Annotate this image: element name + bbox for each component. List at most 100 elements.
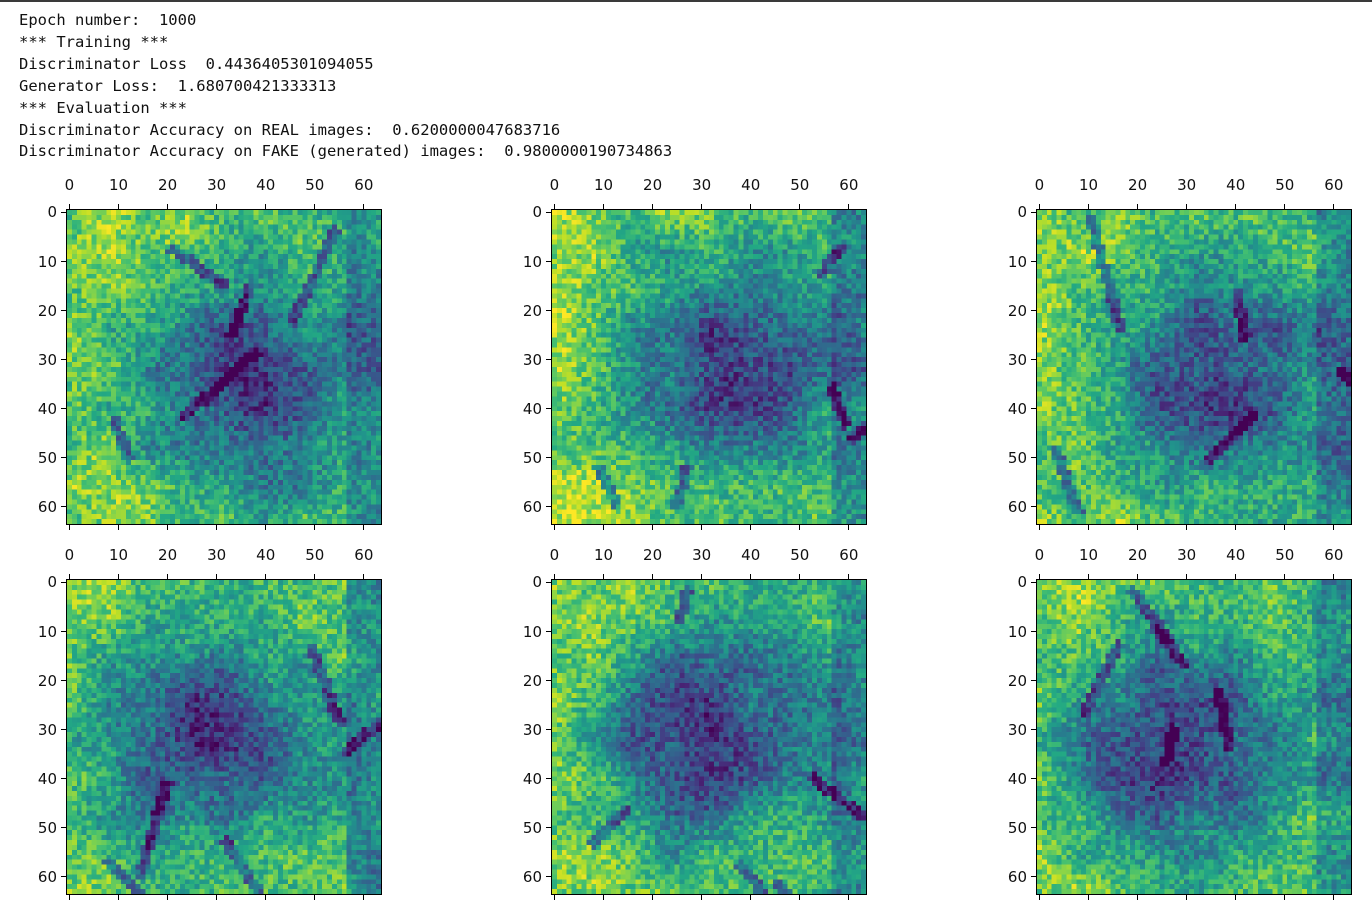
x-tick-mark-bottom — [799, 895, 801, 900]
x-tick-label: 50 — [790, 176, 810, 194]
y-tick-mark — [1031, 680, 1036, 682]
y-tick-label: 20 — [1007, 671, 1027, 690]
y-tick-label: 30 — [37, 720, 57, 739]
y-tick-mark — [546, 729, 551, 731]
x-tick-mark — [167, 204, 169, 209]
y-tick-mark — [1031, 729, 1036, 731]
x-tick-label: 30 — [207, 546, 227, 564]
y-tick-mark — [61, 359, 66, 361]
x-tick-label: 50 — [305, 176, 325, 194]
y-tick-label: 0 — [1017, 573, 1027, 592]
x-tick-mark-bottom — [1088, 895, 1090, 900]
y-tick-label: 10 — [1007, 622, 1027, 641]
y-tick-mark — [546, 778, 551, 780]
y-tick-mark — [1031, 211, 1036, 213]
x-tick-mark-bottom — [216, 895, 218, 900]
x-tick-label: 10 — [1078, 176, 1099, 194]
x-tick-mark-bottom — [118, 895, 120, 900]
x-tick-label: 30 — [1177, 176, 1197, 194]
x-tick-label: 10 — [593, 546, 614, 564]
y-tick-mark — [546, 457, 551, 459]
x-tick-mark-bottom — [603, 525, 605, 530]
y-tick-mark — [61, 310, 66, 312]
x-tick-mark — [750, 574, 752, 579]
x-tick-mark-bottom — [314, 895, 316, 900]
x-tick-mark — [1038, 574, 1040, 579]
x-tick-label: 30 — [692, 546, 712, 564]
x-tick-mark — [167, 574, 169, 579]
x-tick-mark-bottom — [701, 895, 703, 900]
y-tick-label: 20 — [522, 671, 542, 690]
y-tick-mark — [1031, 310, 1036, 312]
y-tick-mark — [61, 261, 66, 263]
x-tick-label: 30 — [692, 176, 712, 194]
y-tick-mark — [61, 876, 66, 878]
y-tick-mark — [546, 827, 551, 829]
log-fake-accuracy: Discriminator Accuracy on FAKE (generate… — [19, 142, 673, 161]
y-tick-label: 0 — [532, 203, 542, 222]
y-tick-mark — [546, 581, 551, 583]
y-tick-label: 60 — [522, 867, 542, 886]
y-tick-mark — [546, 261, 551, 263]
x-tick-label: 50 — [790, 546, 810, 564]
y-tick-mark — [1031, 506, 1036, 508]
x-tick-mark-bottom — [118, 525, 120, 530]
x-tick-label: 20 — [643, 546, 663, 564]
x-tick-label: 60 — [839, 176, 859, 194]
x-tick-mark-bottom — [1088, 525, 1090, 530]
x-tick-mark-bottom — [1235, 895, 1237, 900]
generated-image-4 — [67, 580, 381, 894]
x-tick-mark-bottom — [553, 895, 555, 900]
log-discriminator-loss: Discriminator Loss 0.4436405301094055 — [19, 54, 374, 73]
x-tick-label: 40 — [256, 546, 276, 564]
x-tick-mark-bottom — [314, 525, 316, 530]
y-tick-label: 20 — [37, 671, 57, 690]
y-tick-label: 0 — [532, 573, 542, 592]
x-tick-mark — [1186, 204, 1188, 209]
x-tick-label: 0 — [1034, 546, 1045, 564]
x-tick-mark — [265, 574, 267, 579]
x-tick-mark-bottom — [1186, 895, 1188, 900]
generated-image-3 — [1037, 210, 1351, 524]
x-tick-mark-bottom — [603, 895, 605, 900]
x-tick-mark-bottom — [363, 895, 365, 900]
y-tick-label: 20 — [37, 301, 57, 320]
y-tick-label: 50 — [522, 448, 542, 467]
y-tick-label: 40 — [37, 769, 57, 788]
x-tick-mark — [118, 574, 120, 579]
x-tick-label: 10 — [1078, 546, 1099, 564]
x-tick-mark — [363, 574, 365, 579]
x-tick-label: 60 — [1324, 176, 1344, 194]
y-tick-mark — [1031, 581, 1036, 583]
y-tick-mark — [546, 408, 551, 410]
y-tick-mark — [61, 506, 66, 508]
x-tick-mark — [118, 204, 120, 209]
y-tick-mark — [1031, 631, 1036, 633]
y-tick-label: 10 — [522, 622, 542, 641]
x-tick-mark — [314, 204, 316, 209]
x-tick-mark — [553, 574, 555, 579]
x-tick-mark — [68, 204, 70, 209]
y-tick-label: 50 — [1007, 818, 1027, 837]
x-tick-mark — [652, 574, 654, 579]
x-tick-mark-bottom — [265, 895, 267, 900]
generated-image-6 — [1037, 580, 1351, 894]
x-tick-label: 0 — [549, 546, 560, 564]
y-tick-label: 60 — [1007, 867, 1027, 886]
x-tick-mark-bottom — [167, 525, 169, 530]
x-tick-mark — [1333, 574, 1335, 579]
x-tick-label: 20 — [158, 176, 178, 194]
x-tick-label: 60 — [1324, 546, 1344, 564]
x-tick-mark — [1284, 204, 1286, 209]
x-tick-mark — [1088, 204, 1090, 209]
x-tick-mark-bottom — [1333, 895, 1335, 900]
x-tick-mark — [1038, 204, 1040, 209]
x-tick-mark — [314, 574, 316, 579]
x-tick-mark-bottom — [68, 895, 70, 900]
y-tick-label: 40 — [522, 399, 542, 418]
x-tick-label: 0 — [1034, 176, 1045, 194]
y-tick-mark — [546, 310, 551, 312]
x-tick-mark — [216, 204, 218, 209]
x-tick-mark-bottom — [1284, 895, 1286, 900]
x-tick-mark — [750, 204, 752, 209]
